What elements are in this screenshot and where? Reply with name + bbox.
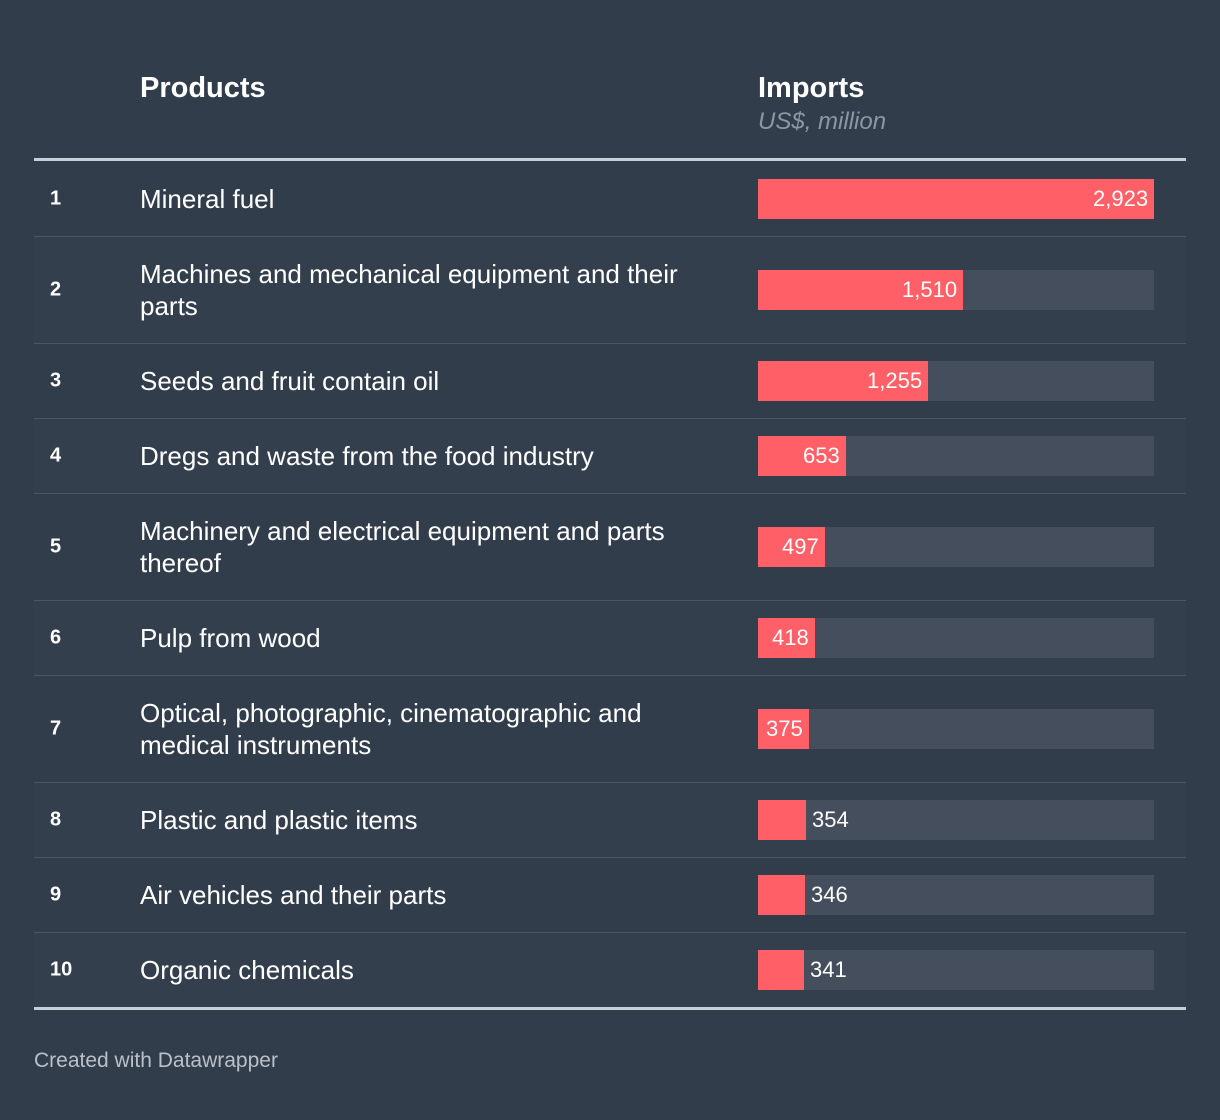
- imports-column-header: Imports: [758, 72, 865, 104]
- bar-track: 1,255: [758, 361, 1154, 401]
- rank-label: 8: [50, 808, 62, 831]
- product-label: Machinery and electrical equipment and p…: [140, 516, 665, 578]
- table-bottom-divider: [34, 1007, 1186, 1010]
- table-row: 1 Mineral fuel 2,923: [34, 161, 1186, 236]
- bar-track: 497: [758, 527, 1154, 567]
- product-label: Mineral fuel: [140, 183, 275, 214]
- table-row: 9 Air vehicles and their parts 346: [34, 857, 1186, 932]
- header-divider: [34, 158, 1186, 161]
- bar-track: 354: [758, 800, 1154, 840]
- rank-label: 3: [50, 369, 62, 392]
- table-row: 2 Machines and mechanical equipment and t…: [34, 236, 1186, 343]
- table-row: 6 Pulp from wood 418: [34, 600, 1186, 675]
- bar-track: 341: [758, 950, 1154, 990]
- product-label: Plastic and plastic items: [140, 805, 418, 835]
- bar-value-label: 497: [782, 534, 819, 559]
- product-label: Dregs and waste from the food industry: [140, 441, 594, 471]
- products-column-header: Products: [140, 72, 266, 104]
- rank-label: 9: [50, 883, 62, 906]
- product-label: Organic chemicals: [140, 955, 354, 985]
- bar-value-label: 341: [810, 957, 847, 982]
- bar-value-label: 1,255: [867, 368, 923, 393]
- bar-track: 1,510: [758, 270, 1154, 310]
- bar-value-label: 354: [812, 807, 849, 832]
- datawrapper-credit-link[interactable]: Created with Datawrapper: [34, 1049, 278, 1072]
- table-body: 1 Mineral fuel 2,923 2 Machines and mechanic…: [34, 161, 1186, 1007]
- bar: [758, 178, 1154, 219]
- rank-label: 1: [50, 187, 62, 209]
- bar: [758, 270, 963, 310]
- bar-value-label: 2,923: [1093, 185, 1149, 211]
- table-row: 7 Optical, photographic, cinematographic …: [34, 675, 1186, 782]
- imports-unit-label: US$, million: [758, 108, 887, 135]
- bar-track: 653: [758, 436, 1154, 476]
- table-row: 8 Plastic and plastic items 354: [34, 782, 1186, 857]
- bar-value-label: 653: [803, 443, 840, 468]
- bar-value-label: 346: [811, 882, 848, 907]
- bar: [758, 800, 806, 840]
- rank-label: 7: [50, 717, 62, 740]
- table-row: 3 Seeds and fruit contain oil 1,255: [34, 343, 1186, 418]
- bar: [758, 618, 815, 658]
- bar-track: 2,923: [758, 178, 1154, 219]
- bar: [758, 709, 809, 749]
- bar-track: 375: [758, 709, 1154, 749]
- product-label: Air vehicles and their parts: [140, 880, 447, 910]
- table-row: 4 Dregs and waste from the food industry 6…: [34, 418, 1186, 493]
- bar: [758, 875, 805, 915]
- bar-value-label: 1,510: [902, 277, 958, 302]
- bar: [758, 527, 825, 567]
- product-label: Optical, photographic, cinematographic a…: [140, 698, 642, 760]
- table-row: 5 Machinery and electrical equipment and …: [34, 493, 1186, 600]
- bar-value-label: 418: [772, 625, 809, 650]
- bar: [758, 436, 846, 476]
- rank-label: 6: [50, 626, 62, 649]
- product-label: Machines and mechanical equipment and th…: [140, 259, 678, 321]
- bar: [758, 361, 928, 401]
- bar-track: 418: [758, 618, 1154, 658]
- rank-label: 10: [50, 958, 73, 981]
- table-row: 10 Organic chemicals 341: [34, 932, 1186, 1007]
- product-label: Seeds and fruit contain oil: [140, 366, 440, 396]
- rank-label: 5: [50, 535, 62, 558]
- bar-value-label: 375: [766, 716, 803, 741]
- bar-track: 346: [758, 875, 1154, 915]
- bar: [758, 950, 804, 990]
- product-label: Pulp from wood: [140, 623, 321, 653]
- rank-label: 2: [50, 278, 62, 301]
- table-header: Products Imports US$, million: [34, 66, 1186, 158]
- imports-table: Products Imports US$, million 1 Mineral f…: [34, 66, 1186, 1010]
- rank-label: 4: [50, 444, 62, 467]
